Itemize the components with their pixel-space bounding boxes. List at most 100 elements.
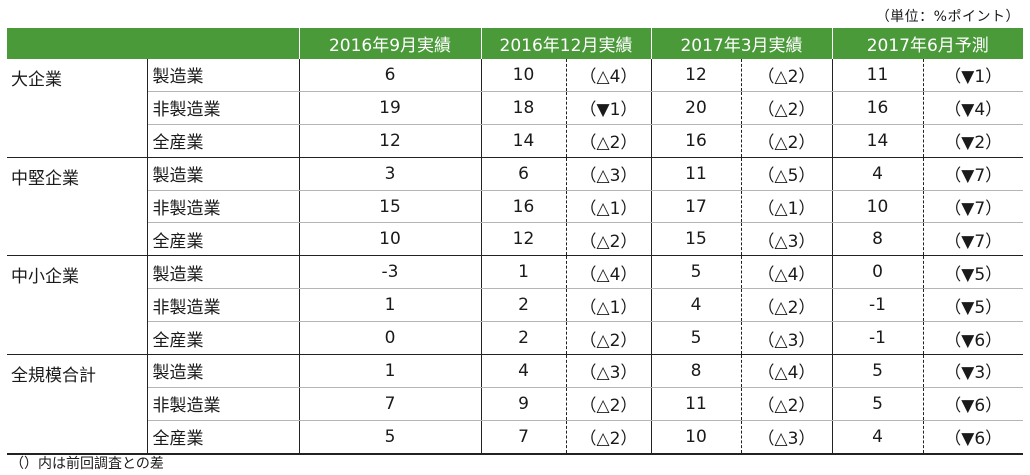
cell-value: 8: [831, 222, 923, 257]
table-row: 非製造業 15 16 （△1） 17 （△1） 10 （▼7）: [7, 190, 1023, 224]
cell-value: -1: [831, 288, 923, 323]
cell-diff: （△4）: [740, 255, 832, 290]
cell-diff: （▼7）: [922, 157, 1023, 191]
group-label: 大企業: [7, 59, 148, 158]
row-label: 全産業: [147, 124, 300, 158]
cell-value: 20: [650, 91, 741, 125]
cell-value: 6: [480, 157, 566, 191]
cell-value: 14: [480, 124, 566, 158]
row-label: 製造業: [147, 255, 300, 290]
cell-value: 10: [831, 190, 923, 224]
table-row: 非製造業 7 9 （△2） 11 （△2） 5 （▼6）: [7, 387, 1023, 421]
row-label: 非製造業: [147, 190, 300, 224]
row-label: 製造業: [147, 354, 300, 388]
cell-diff: （▼1）: [922, 59, 1023, 92]
cell-value: 9: [480, 387, 566, 421]
cell-diff: （▼5）: [922, 255, 1023, 290]
cell-diff: （△1）: [565, 288, 651, 323]
cell-value: 7: [480, 420, 566, 455]
cell-diff: （▼4）: [922, 91, 1023, 125]
table-row: 全産業 12 14 （△2） 16 （△2） 14 （▼2）: [7, 124, 1023, 158]
cell-diff: （▼2）: [922, 124, 1023, 158]
cell-diff: （▼6）: [922, 321, 1023, 356]
table-row: 中小企業 製造業 -3 1 （△4） 5 （△4） 0 （▼5）: [7, 255, 1023, 356]
row-label: 製造業: [147, 59, 300, 92]
cell-value: 10: [650, 420, 741, 455]
cell-diff: （△2）: [740, 124, 832, 158]
cell-diff: （△2）: [740, 288, 832, 323]
row-label: 非製造業: [147, 288, 300, 323]
table-row: 非製造業 1 2 （△1） 4 （△2） -1 （▼5）: [7, 288, 1023, 323]
row-label: 非製造業: [147, 91, 300, 125]
row-label: 全産業: [147, 321, 300, 356]
cell-value: 4: [480, 354, 566, 388]
cell-value: 8: [650, 354, 741, 388]
cell-value: 0: [299, 321, 481, 356]
survey-table: 2016年9月実績 2016年12月実績 2017年3月実績 2017年6月予測…: [7, 28, 1023, 455]
header-blank: [7, 28, 299, 59]
cell-value: 15: [299, 190, 481, 224]
cell-value: 4: [831, 157, 923, 191]
cell-diff: （△3）: [740, 321, 832, 356]
cell-value: 11: [650, 157, 741, 191]
cell-diff: （△2）: [740, 59, 832, 92]
unit-label: （単位：%ポイント）: [875, 9, 1020, 25]
table-row: 全産業 0 2 （△2） 5 （△3） -1 （▼6）: [7, 321, 1023, 356]
cell-value: 4: [831, 420, 923, 455]
table-row: 全規模合計 製造業 1 4 （△3） 8 （△4） 5 （▼3）: [7, 354, 1023, 455]
cell-diff: （△3）: [565, 157, 651, 191]
cell-diff: （△2）: [565, 222, 651, 257]
cell-diff: （△4）: [565, 255, 651, 290]
cell-diff: （▼5）: [922, 288, 1023, 323]
cell-value: 18: [480, 91, 566, 125]
cell-diff: （△1）: [565, 190, 651, 224]
cell-value: 3: [299, 157, 481, 191]
cell-value: 1: [299, 288, 481, 323]
table-row: 全産業 5 7 （△2） 10 （△3） 4 （▼6）: [7, 420, 1023, 455]
table-row: 全産業 10 12 （△2） 15 （△3） 8 （▼7）: [7, 222, 1023, 257]
cell-value: 12: [480, 222, 566, 257]
cell-diff: （▼1）: [565, 91, 651, 125]
cell-diff: （△3）: [740, 420, 832, 455]
cell-value: 14: [831, 124, 923, 158]
table-row: 非製造業 19 18 （▼1） 20 （△2） 16 （▼4）: [7, 91, 1023, 125]
row-label: 全産業: [147, 420, 300, 455]
cell-value: 5: [650, 255, 741, 290]
cell-value: 2: [480, 288, 566, 323]
cell-value: 1: [480, 255, 566, 290]
cell-value: -3: [299, 255, 481, 290]
group-label: 全規模合計: [7, 354, 148, 455]
cell-diff: （▼6）: [922, 387, 1023, 421]
cell-value: -1: [831, 321, 923, 356]
table-body: 大企業 製造業 6 10 （△4） 12 （△2） 11 （▼1） 非製造業 1…: [7, 59, 1023, 455]
cell-value: 17: [650, 190, 741, 224]
header-2016-09: 2016年9月実績: [298, 28, 481, 59]
group-label: 中堅企業: [7, 157, 148, 257]
cell-value: 16: [831, 91, 923, 125]
cell-value: 7: [299, 387, 481, 421]
cell-value: 5: [831, 354, 923, 388]
cell-diff: （△3）: [740, 222, 832, 257]
cell-diff: （△2）: [565, 124, 651, 158]
cell-value: 19: [299, 91, 481, 125]
table-row: 中堅企業 製造業 3 6 （△3） 11 （△5） 4 （▼7）: [7, 157, 1023, 257]
cell-diff: （▼3）: [922, 354, 1023, 388]
table-row: 大企業 製造業 6 10 （△4） 12 （△2） 11 （▼1）: [7, 59, 1023, 158]
cell-diff: （△2）: [740, 387, 832, 421]
cell-value: 11: [831, 59, 923, 92]
cell-diff: （△1）: [740, 190, 832, 224]
header-row: 2016年9月実績 2016年12月実績 2017年3月実績 2017年6月予測: [7, 28, 1023, 59]
cell-value: 16: [480, 190, 566, 224]
footnote: （）内は前回調査との差: [10, 456, 164, 472]
cell-diff: （△4）: [565, 59, 651, 92]
cell-diff: （▼6）: [922, 420, 1023, 455]
cell-value: 4: [650, 288, 741, 323]
cell-value: 1: [299, 354, 481, 388]
cell-value: 5: [299, 420, 481, 455]
cell-diff: （▼7）: [922, 190, 1023, 224]
cell-diff: （▼7）: [922, 222, 1023, 257]
row-label: 全産業: [147, 222, 300, 257]
cell-diff: （△4）: [740, 354, 832, 388]
cell-value: 15: [650, 222, 741, 257]
cell-value: 11: [650, 387, 741, 421]
